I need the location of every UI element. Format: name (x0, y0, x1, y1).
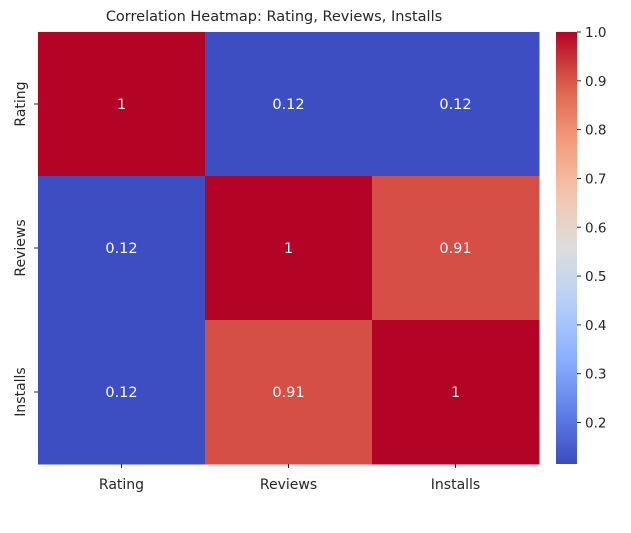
x-tick-label-reviews: Reviews (260, 477, 317, 493)
heatmap-cell-installs-installs (372, 320, 540, 465)
colorbar-tick-label: 0.6 (585, 220, 606, 236)
heatmap-cell-rating-installs (372, 32, 540, 177)
cell-value-label: 1 (284, 241, 293, 257)
cell-value-label: 1 (451, 385, 460, 401)
colorbar-tick-label: 0.7 (585, 171, 606, 187)
colorbar-gradient (556, 32, 577, 464)
colorbar-tick-label: 0.5 (585, 269, 606, 285)
heatmap-cell-installs-rating (38, 320, 206, 465)
colorbar: 0.2 0.3 0.4 0.5 0.6 0.7 0.8 0.9 1.0 (556, 25, 606, 464)
colorbar-tick-label: 0.3 (585, 367, 606, 383)
heatmap-cell-reviews-rating (38, 176, 206, 321)
cell-value-label: 0.91 (439, 241, 471, 257)
colorbar-tick-label: 0.2 (585, 416, 606, 432)
x-axis-ticks: Rating Reviews Installs (99, 464, 480, 493)
heatmap-cell-installs-reviews (205, 320, 373, 465)
colorbar-ticks: 0.2 0.3 0.4 0.5 0.6 0.7 0.8 0.9 1.0 (577, 25, 606, 432)
heatmap-cell-rating-reviews (205, 32, 373, 177)
cell-value-label: 0.12 (272, 97, 304, 113)
heatmap-cells (38, 32, 540, 465)
colorbar-tick-label: 0.4 (585, 318, 606, 334)
cell-value-label: 0.91 (272, 385, 304, 401)
heatmap-cell-reviews-reviews (205, 176, 373, 321)
colorbar-tick-label: 0.8 (585, 123, 606, 139)
cell-value-label: 0.12 (439, 97, 471, 113)
y-tick-label-reviews: Reviews (13, 219, 29, 276)
chart-title: Correlation Heatmap: Rating, Reviews, In… (106, 9, 442, 25)
y-tick-label-rating: Rating (13, 81, 29, 126)
heatmap-cell-reviews-installs (372, 176, 540, 321)
x-tick-label-installs: Installs (431, 477, 480, 493)
heatmap-cell-rating-rating (38, 32, 206, 177)
heatmap-cell-labels: 1 0.12 0.12 0.12 1 0.91 0.12 0.91 1 (105, 97, 471, 401)
cell-value-label: 1 (117, 97, 126, 113)
y-axis-ticks: Rating Reviews Installs (13, 81, 38, 417)
y-tick-label-installs: Installs (13, 367, 29, 416)
colorbar-tick-label: 1.0 (585, 25, 606, 41)
cell-value-label: 0.12 (105, 385, 137, 401)
colorbar-tick-label: 0.9 (585, 74, 606, 90)
x-tick-label-rating: Rating (99, 477, 144, 493)
cell-value-label: 0.12 (105, 241, 137, 257)
